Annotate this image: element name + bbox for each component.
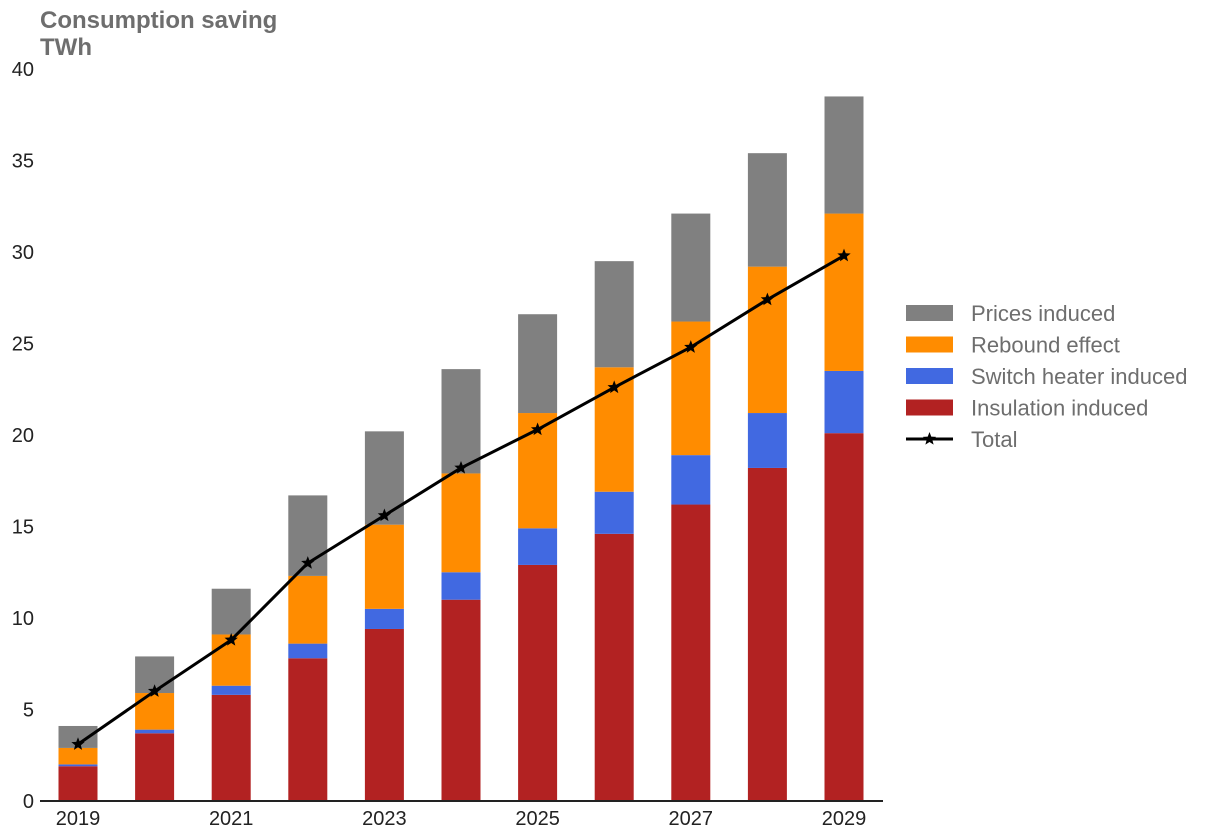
- bar-rebound-effect-2028: [747, 266, 787, 414]
- bar-insulation-induced-2019: [58, 766, 98, 801]
- bar-prices-induced-2025: [518, 314, 558, 414]
- bar-insulation-induced-2025: [518, 564, 558, 801]
- bar-rebound-effect-2019: [58, 747, 98, 765]
- chart-subtitle: TWh: [40, 34, 92, 61]
- legend-label-total: Total: [971, 427, 1017, 452]
- x-tick-label: 2021: [209, 808, 254, 830]
- bar-switch-heater-induced-2022: [288, 643, 328, 659]
- bars: [58, 96, 864, 801]
- y-tick-label: 25: [12, 334, 34, 356]
- total-line-group: [71, 248, 851, 750]
- y-tick-label: 15: [12, 517, 34, 539]
- bar-switch-heater-induced-2023: [364, 608, 404, 629]
- bar-switch-heater-induced-2025: [518, 528, 558, 565]
- bar-insulation-induced-2024: [441, 599, 481, 801]
- y-axis: 0 5 10 15 20 25 30 35 40: [12, 59, 34, 813]
- legend-label-rebound-effect: Rebound effect: [971, 333, 1120, 358]
- bar-insulation-induced-2027: [671, 504, 711, 801]
- total-marker: [607, 380, 621, 394]
- bar-switch-heater-induced-2028: [747, 413, 787, 468]
- legend-label-switch-heater-induced: Switch heater induced: [971, 364, 1187, 389]
- total-marker: [837, 248, 851, 262]
- bar-rebound-effect-2021: [211, 634, 251, 686]
- legend-swatch-insulation-induced: [906, 399, 953, 416]
- total-marker: [147, 684, 162, 697]
- total-marker: [224, 632, 238, 646]
- bar-rebound-effect-2024: [441, 473, 481, 573]
- x-tick-label: 2023: [362, 808, 407, 830]
- bar-insulation-induced-2029: [824, 433, 864, 801]
- legend-marker-total: [922, 432, 937, 445]
- bar-insulation-induced-2022: [288, 658, 328, 801]
- y-tick-label: 5: [23, 700, 34, 722]
- total-marker: [301, 556, 315, 569]
- x-tick-label: 2019: [56, 808, 101, 830]
- legend-swatch-rebound-effect: [906, 336, 953, 353]
- y-tick-label: 10: [12, 608, 34, 630]
- total-marker: [377, 508, 392, 522]
- x-tick-label: 2025: [515, 808, 560, 830]
- legend-label-insulation-induced: Insulation induced: [971, 396, 1148, 421]
- bar-rebound-effect-2029: [824, 213, 864, 371]
- bar-insulation-induced-2028: [747, 467, 787, 801]
- total-marker: [71, 737, 85, 750]
- bar-switch-heater-induced-2019: [58, 764, 98, 767]
- x-tick-label: 2029: [822, 808, 867, 830]
- bar-rebound-effect-2023: [364, 524, 404, 609]
- bar-switch-heater-induced-2026: [594, 491, 634, 534]
- bar-insulation-induced-2023: [364, 628, 404, 801]
- legend-swatch-switch-heater-induced: [906, 368, 953, 384]
- legend-swatch-prices-induced: [906, 305, 953, 321]
- legend: Prices induced Rebound effect Switch heate…: [906, 301, 1187, 452]
- bar-switch-heater-induced-2024: [441, 572, 481, 600]
- chart-title: Consumption saving: [40, 7, 277, 34]
- x-tick-label: 2027: [669, 808, 714, 830]
- legend-label-prices-induced: Prices induced: [971, 301, 1115, 326]
- total-marker: [454, 460, 468, 474]
- y-tick-label: 0: [23, 791, 34, 813]
- bar-insulation-induced-2026: [594, 533, 634, 801]
- total-marker: [684, 340, 698, 353]
- bar-prices-induced-2024: [441, 369, 481, 474]
- bar-prices-induced-2026: [594, 261, 634, 368]
- bar-prices-induced-2029: [824, 96, 864, 214]
- bar-prices-induced-2028: [747, 153, 787, 267]
- bar-switch-heater-induced-2020: [135, 729, 175, 734]
- bar-prices-induced-2019: [58, 725, 98, 748]
- y-tick-label: 20: [12, 425, 34, 447]
- bar-rebound-effect-2022: [288, 575, 328, 644]
- bar-switch-heater-induced-2027: [671, 455, 711, 505]
- bar-switch-heater-induced-2021: [211, 685, 251, 695]
- bar-switch-heater-induced-2029: [824, 370, 864, 434]
- bar-insulation-induced-2021: [211, 694, 251, 801]
- y-tick-label: 30: [12, 242, 34, 264]
- bar-insulation-induced-2020: [135, 733, 175, 801]
- bar-prices-induced-2027: [671, 213, 711, 322]
- total-marker: [530, 422, 545, 436]
- total-marker: [760, 292, 775, 306]
- y-tick-label: 40: [12, 59, 34, 81]
- bar-rebound-effect-2020: [135, 693, 175, 730]
- x-axis: 2019 2021 2023 2025 2027 2029: [40, 800, 883, 830]
- y-tick-label: 35: [12, 151, 34, 173]
